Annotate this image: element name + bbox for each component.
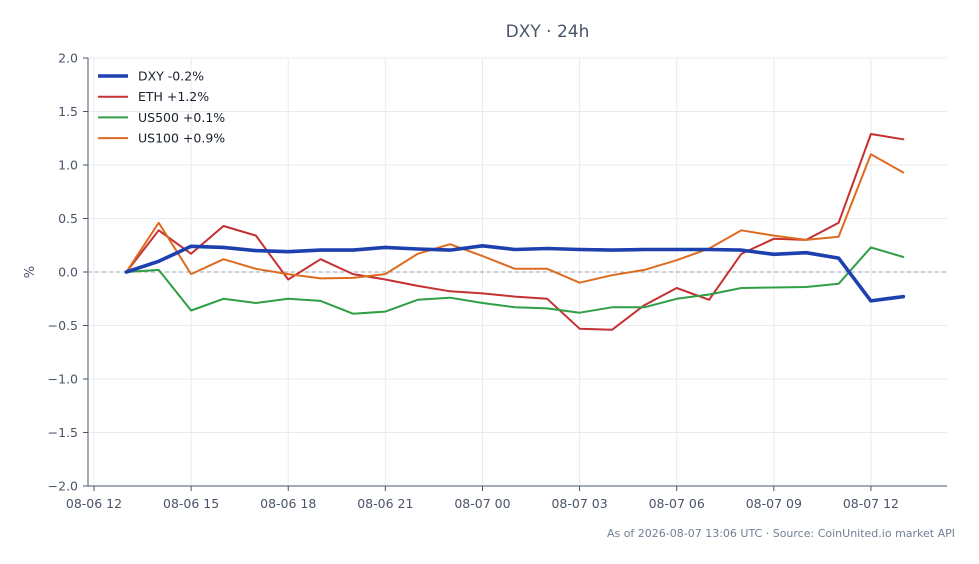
x-tick-label: 08-06 12	[66, 496, 122, 511]
legend-label: US500 +0.1%	[138, 110, 225, 125]
series-line-us500	[125, 246, 905, 315]
series-line-us100	[125, 153, 905, 284]
y-tick-label: −0.5	[48, 318, 78, 333]
source-footer: As of 2026-08-07 13:06 UTC · Source: Coi…	[606, 527, 955, 540]
series-line-eth	[125, 133, 905, 331]
legend-label: DXY -0.2%	[138, 69, 204, 84]
y-tick-label: −1.0	[48, 372, 78, 387]
x-tick-label: 08-07 00	[454, 496, 510, 511]
x-tick-label: 08-07 06	[649, 496, 705, 511]
y-tick-label: 2.0	[58, 51, 78, 66]
x-tick-label: 08-07 12	[843, 496, 899, 511]
x-tick-label: 08-06 18	[260, 496, 316, 511]
y-tick-label: 1.0	[58, 158, 78, 173]
x-tick-label: 08-07 03	[551, 496, 607, 511]
y-tick-label: −1.5	[48, 425, 78, 440]
y-tick-label: 0.0	[58, 265, 78, 280]
y-axis-label: %	[23, 266, 38, 278]
x-tick-label: 08-06 21	[357, 496, 413, 511]
legend-label: ETH +1.2%	[138, 89, 209, 104]
legend-label: US100 +0.9%	[138, 131, 225, 146]
y-tick-label: 0.5	[58, 211, 78, 226]
chart-title: DXY · 24h	[506, 22, 590, 42]
y-tick-label: 1.5	[58, 104, 78, 119]
x-tick-label: 08-06 15	[163, 496, 219, 511]
x-tick-label: 08-07 09	[746, 496, 802, 511]
y-tick-label: −2.0	[48, 479, 78, 494]
series-line-dxy	[124, 244, 906, 303]
